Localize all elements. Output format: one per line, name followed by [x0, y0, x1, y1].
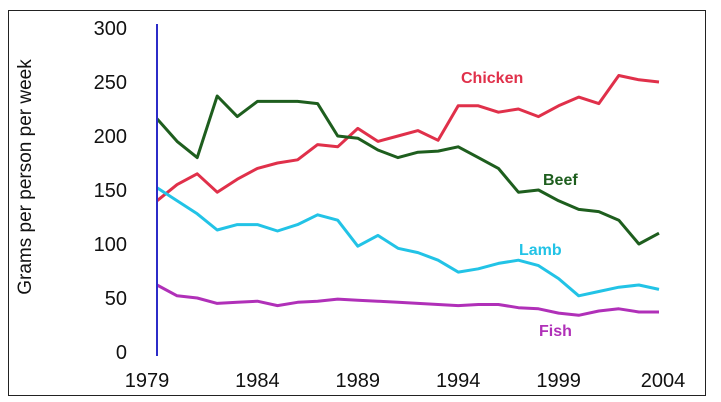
x-tick-label: 1979: [125, 370, 170, 392]
x-tick-label: 1999: [536, 370, 581, 392]
y-tick-label: 300: [94, 18, 127, 40]
x-tick-label: 1989: [336, 370, 381, 392]
series-line-fish: [156, 283, 659, 317]
series-line-lamb: [156, 186, 660, 298]
series-label-lamb: Lamb: [519, 242, 562, 259]
x-tick-label: 1994: [436, 370, 481, 392]
y-tick-label: 200: [94, 126, 127, 148]
y-tick-label: 100: [94, 234, 127, 256]
y-tick-label: 50: [105, 288, 127, 310]
chart-frame: Grams per person per week 0 50 100 150 200 25…: [8, 10, 706, 396]
line-chart: Grams per person per week 0 50 100 150 200 25…: [15, 18, 686, 392]
y-tick-label: 250: [94, 72, 127, 94]
y-tick-label: 150: [94, 180, 127, 202]
series-label-chicken: Chicken: [461, 70, 523, 87]
x-tick-label: 1984: [235, 370, 280, 392]
y-axis-title: Grams per person per week: [15, 59, 36, 295]
series-line-beef: [155, 94, 660, 246]
y-tick-label: 0: [116, 342, 127, 364]
series-label-fish: Fish: [539, 323, 572, 340]
series-line-chicken: [156, 74, 660, 202]
x-tick-label: 2004: [641, 370, 686, 392]
series-label-beef: Beef: [543, 172, 578, 189]
